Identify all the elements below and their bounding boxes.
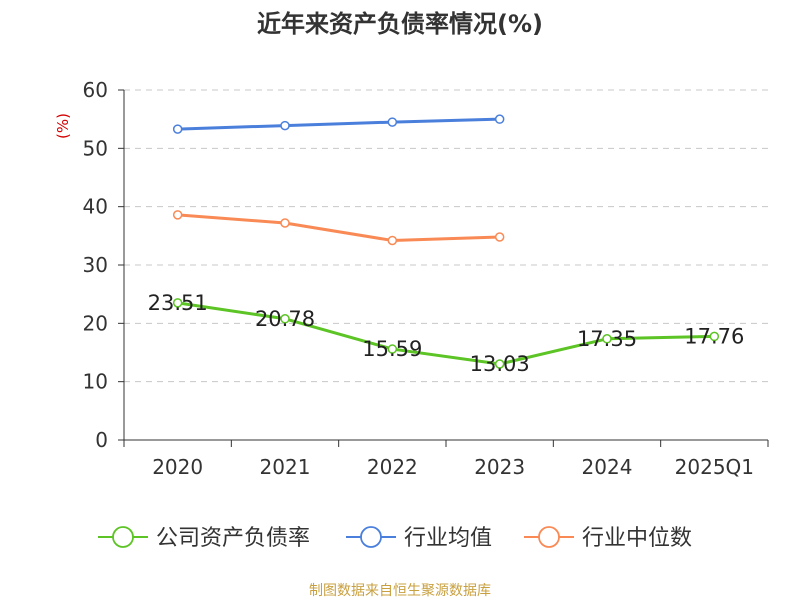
- y-tick-label-30: 30: [83, 253, 108, 277]
- grid-lines: [124, 89, 768, 383]
- legend-marker-0: [112, 526, 134, 548]
- legend-label-2: 行业中位数: [582, 526, 692, 551]
- y-tick-label-20: 20: [83, 311, 108, 335]
- chart-title: 近年来资产负债率情况(%): [257, 10, 543, 38]
- axes: 0 10 20 30 40 50 60 2020 2021 2022 2023 2024 2025Q1: [83, 78, 769, 479]
- source-note: 制图数据来自恒生聚源数据库: [309, 583, 491, 599]
- series-2-point-2023: [494, 232, 505, 242]
- x-tick-label-2020: 2020: [152, 455, 203, 479]
- x-tick-label-2022: 2022: [367, 455, 418, 479]
- y-axis-unit: (%): [54, 113, 72, 139]
- series-2: [172, 210, 505, 246]
- x-tick-label-2023: 2023: [474, 455, 525, 479]
- legend-label-0: 公司资产负债率: [156, 526, 310, 551]
- series-2-point-2022: [387, 235, 398, 246]
- series-0: [172, 298, 720, 369]
- legend-marker-2: [538, 526, 560, 548]
- series-line-1: [176, 117, 502, 131]
- data-label-2025Q1: 17.76: [684, 324, 744, 348]
- series-2-point-2021: [280, 218, 290, 228]
- series-0-point-2022: [387, 344, 398, 354]
- y-tick-label-0: 0: [95, 428, 108, 452]
- series-0-point-2023: [494, 359, 505, 369]
- data-labels: 23.51 20.78 15.59 13.03 17.35 17.76: [148, 291, 745, 376]
- series-1-point-2022: [387, 117, 398, 127]
- data-label-2020: 23.51: [148, 291, 208, 315]
- series-line-0: [176, 301, 716, 366]
- x-tick-label-2021: 2021: [260, 455, 311, 479]
- series-1: [172, 114, 505, 134]
- series-1-point-2021: [280, 120, 290, 131]
- data-label-2021: 20.78: [255, 307, 315, 331]
- series-1-point-2023: [494, 114, 505, 124]
- y-tick-label-50: 50: [83, 136, 108, 160]
- series-2-point-2020: [172, 210, 183, 220]
- series-0-point-2025Q1: [709, 331, 720, 342]
- legend-marker-1: [360, 526, 382, 548]
- series-0-point-2024: [602, 334, 612, 344]
- y-tick-label-40: 40: [83, 195, 108, 219]
- series-layer: [172, 114, 720, 369]
- series-1-point-2020: [172, 124, 183, 134]
- legend-item-0: 公司资产负债率: [98, 526, 310, 551]
- y-tick-label-10: 10: [83, 370, 108, 394]
- series-line-2: [176, 213, 502, 242]
- legend-label-1: 行业均值: [404, 526, 492, 551]
- data-label-2024: 17.35: [577, 327, 637, 351]
- x-tick-label-2025Q1: 2025Q1: [675, 455, 754, 479]
- legend-item-2: 行业中位数: [524, 526, 692, 551]
- x-tick-label-2024: 2024: [582, 455, 633, 479]
- legend-item-1: 行业均值: [346, 526, 492, 551]
- data-label-2023: 13.03: [470, 352, 530, 376]
- legend: 公司资产负债率 行业均值 行业中位数: [98, 526, 692, 551]
- series-0-point-2020: [172, 298, 183, 308]
- data-label-2022: 15.59: [362, 337, 422, 361]
- series-0-point-2021: [280, 314, 290, 324]
- y-tick-label-60: 60: [83, 78, 108, 102]
